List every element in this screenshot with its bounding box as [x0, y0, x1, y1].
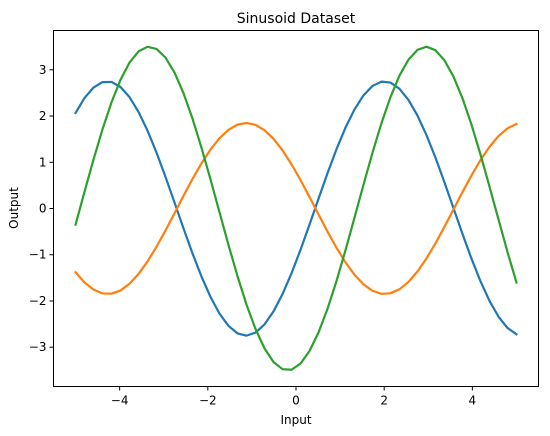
y-tick-label: 0: [39, 202, 47, 216]
x-tick-label: −2: [199, 394, 217, 408]
x-tick-label: 2: [380, 394, 388, 408]
y-tick-label: 3: [39, 63, 47, 77]
y-tick-label: 2: [39, 109, 47, 123]
x-tick-label: 0: [292, 394, 300, 408]
chart-title: Sinusoid Dataset: [237, 11, 356, 27]
series-line-1: [74, 80, 518, 337]
y-tick-label: −2: [29, 294, 47, 308]
x-axis-label: Input: [280, 413, 311, 427]
y-axis-ticks: −3 −2 −1 0 1 2 3: [29, 63, 54, 354]
y-tick-label: −1: [29, 248, 47, 262]
x-tick-label: 4: [469, 394, 477, 408]
x-axis-ticks: −4 −2 0 2 4: [111, 386, 477, 408]
plot-area-frame: [53, 30, 539, 387]
series-layer: [73, 45, 518, 371]
y-tick-label: −3: [29, 340, 47, 354]
y-tick-label: 1: [39, 155, 47, 169]
series-line-3: [74, 45, 518, 371]
series-line-2: [73, 121, 518, 295]
x-tick-label: −4: [111, 394, 129, 408]
y-axis-label: Output: [7, 187, 21, 229]
